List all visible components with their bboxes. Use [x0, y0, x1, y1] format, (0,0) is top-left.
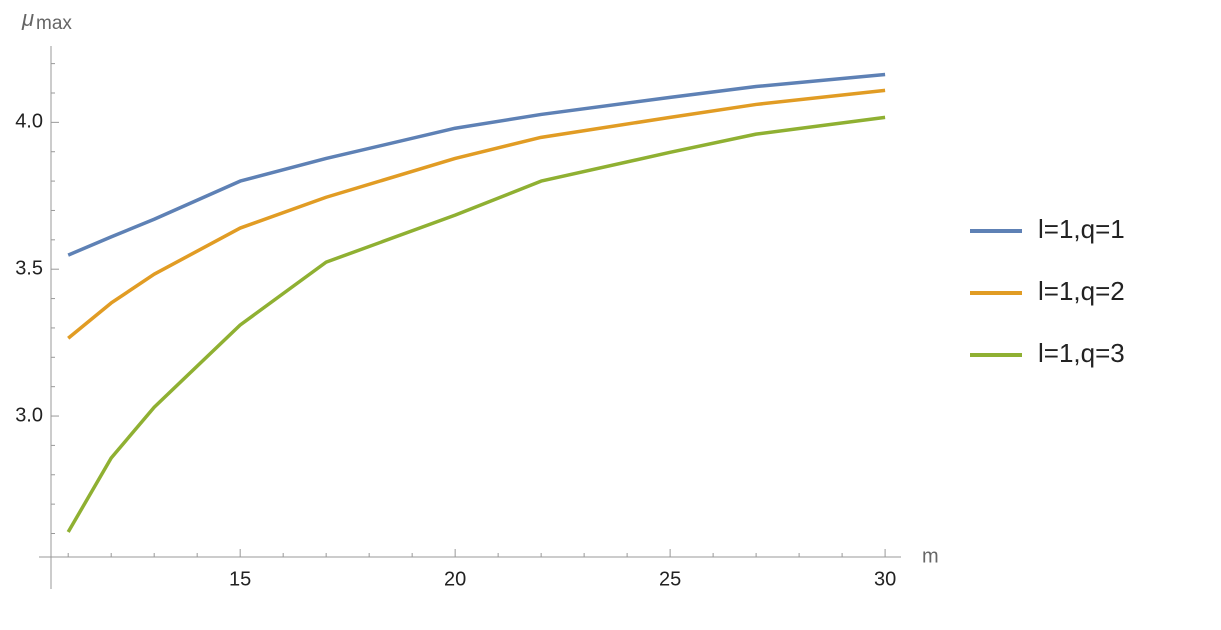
- x-tick-label: 25: [659, 568, 681, 590]
- x-axis-label: m: [922, 545, 939, 567]
- y-axis-label: μ: [21, 6, 34, 31]
- legend-label: l=1,q=3: [1038, 338, 1125, 368]
- legend-label: l=1,q=2: [1038, 276, 1125, 306]
- series-line: [66, 115, 886, 533]
- x-tick-label: 20: [444, 568, 466, 590]
- y-tick-label: 4.0: [15, 111, 43, 133]
- y-tick-label: 3.5: [15, 257, 43, 279]
- y-tick-label: 3.0: [15, 404, 43, 426]
- legend-label: l=1,q=1: [1038, 214, 1125, 244]
- y-axis-label-subscript: max: [36, 13, 72, 34]
- series-line: [67, 88, 886, 340]
- x-tick-label: 15: [229, 568, 251, 590]
- series-line: [67, 72, 886, 257]
- x-tick-label: 30: [874, 568, 896, 590]
